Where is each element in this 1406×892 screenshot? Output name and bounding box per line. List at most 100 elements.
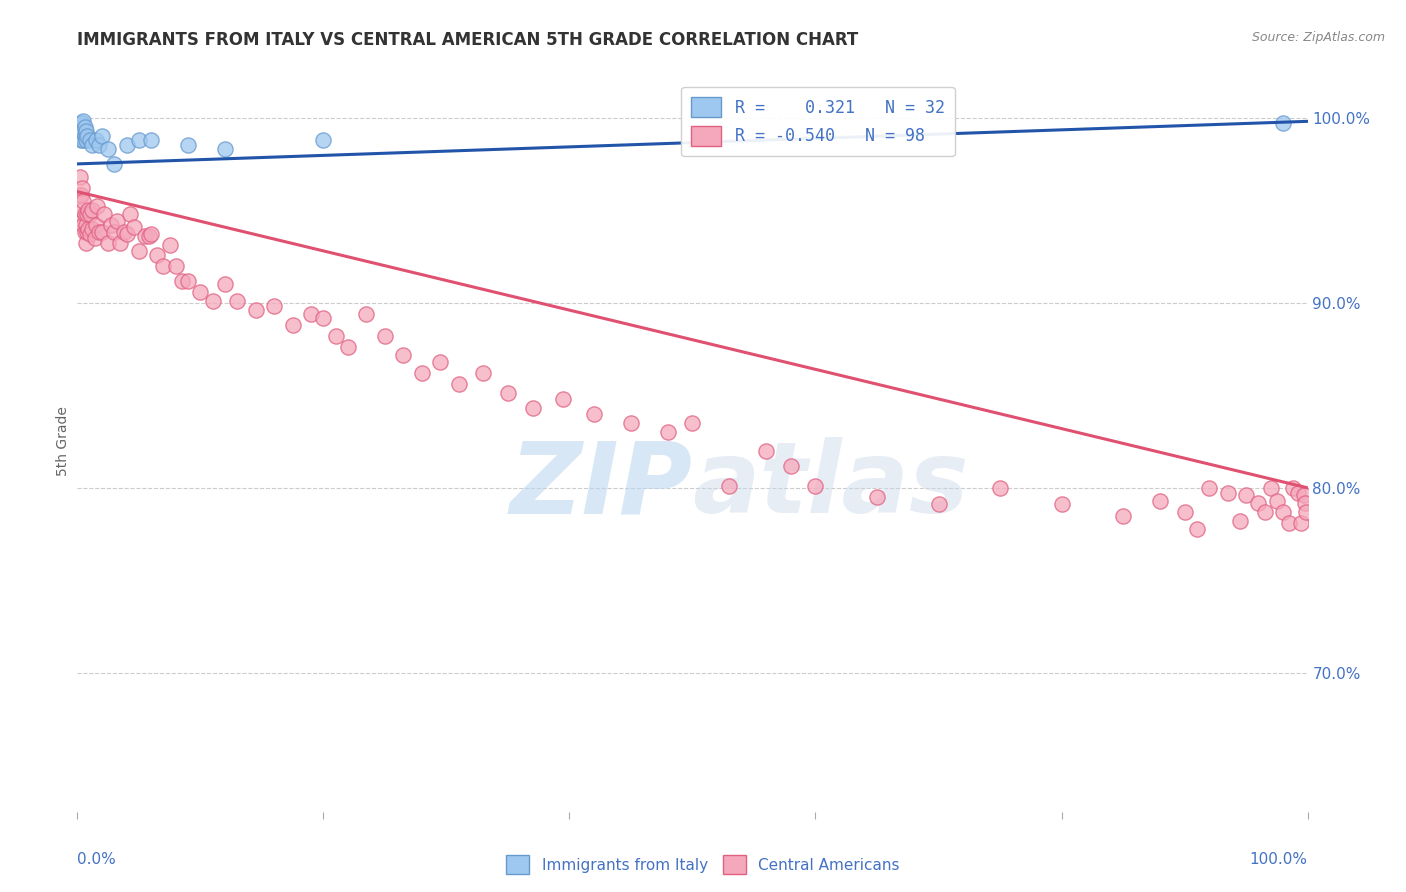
Point: [146, 247, 169, 261]
Point: [70, 116, 93, 130]
Point: [356, 307, 378, 321]
Point: [70, 203, 93, 218]
Point: [138, 229, 160, 244]
Point: [70, 133, 93, 147]
Point: [77, 203, 100, 218]
Point: [112, 226, 135, 240]
Point: [97, 236, 120, 251]
Point: [115, 138, 138, 153]
Point: [1050, 498, 1073, 512]
Point: [226, 293, 249, 308]
Point: [1174, 505, 1197, 519]
Point: [76, 226, 98, 240]
Point: [73, 207, 96, 221]
Point: [325, 329, 347, 343]
Point: [100, 218, 122, 232]
Point: [312, 133, 335, 147]
Point: [82, 203, 104, 218]
Point: [152, 259, 174, 273]
Point: [115, 227, 138, 242]
Point: [79, 227, 101, 242]
Point: [1253, 505, 1275, 519]
Point: [83, 231, 105, 245]
Point: [1247, 495, 1270, 509]
Point: [165, 259, 187, 273]
Point: [1198, 481, 1220, 495]
Point: [1272, 116, 1295, 130]
Point: [90, 129, 114, 144]
Point: [76, 207, 98, 221]
Point: [69, 129, 91, 144]
Point: [866, 490, 889, 504]
Point: [522, 401, 544, 416]
Point: [72, 194, 94, 208]
Point: [72, 123, 94, 137]
Point: [337, 340, 360, 354]
Point: [67, 129, 90, 144]
Point: [780, 458, 803, 473]
Point: [263, 300, 285, 314]
Point: [1286, 486, 1309, 500]
Point: [755, 443, 778, 458]
Point: [70, 123, 93, 137]
Point: [79, 133, 101, 147]
Point: [128, 133, 150, 147]
Point: [159, 238, 181, 252]
Point: [1295, 505, 1317, 519]
Text: 100.0%: 100.0%: [1250, 853, 1308, 867]
Point: [97, 142, 120, 156]
Point: [75, 236, 97, 251]
Text: ZIP: ZIP: [509, 437, 693, 534]
Point: [93, 207, 115, 221]
Point: [67, 123, 90, 137]
Point: [70, 123, 93, 137]
Point: [1185, 522, 1208, 536]
Point: [1282, 481, 1305, 495]
Point: [73, 226, 96, 240]
Point: [76, 129, 98, 144]
Point: [84, 218, 107, 232]
Point: [72, 218, 94, 232]
Point: [70, 212, 93, 227]
Point: [214, 142, 236, 156]
Point: [177, 273, 200, 287]
Point: [299, 307, 322, 321]
Point: [120, 207, 142, 221]
Point: [447, 377, 470, 392]
Point: [429, 355, 451, 369]
Point: [988, 481, 1011, 495]
Point: [70, 129, 93, 144]
Point: [496, 386, 519, 401]
Point: [90, 226, 114, 240]
Point: [72, 133, 94, 147]
Point: [69, 188, 91, 202]
Point: [657, 425, 679, 440]
Point: [70, 116, 93, 130]
Point: [472, 366, 495, 380]
Text: atlas: atlas: [693, 437, 969, 534]
Y-axis label: 5th Grade: 5th Grade: [56, 407, 70, 476]
Point: [82, 138, 104, 153]
Point: [141, 227, 163, 242]
Legend: R =    0.321   N = 32, R = -0.540   N = 98: R = 0.321 N = 32, R = -0.540 N = 98: [682, 87, 955, 156]
Point: [73, 120, 96, 134]
Point: [804, 479, 827, 493]
Point: [170, 273, 193, 287]
Point: [103, 226, 125, 240]
Point: [89, 138, 111, 153]
Point: [105, 214, 128, 228]
Point: [69, 169, 91, 184]
Point: [75, 123, 97, 137]
Point: [1272, 505, 1295, 519]
Point: [928, 498, 950, 512]
Point: [201, 293, 224, 308]
Point: [141, 133, 163, 147]
Point: [374, 329, 396, 343]
Point: [312, 310, 335, 325]
Point: [69, 120, 91, 134]
Text: 0.0%: 0.0%: [77, 853, 117, 867]
Point: [75, 133, 97, 147]
Point: [84, 133, 107, 147]
Point: [620, 416, 643, 430]
Point: [122, 219, 145, 234]
